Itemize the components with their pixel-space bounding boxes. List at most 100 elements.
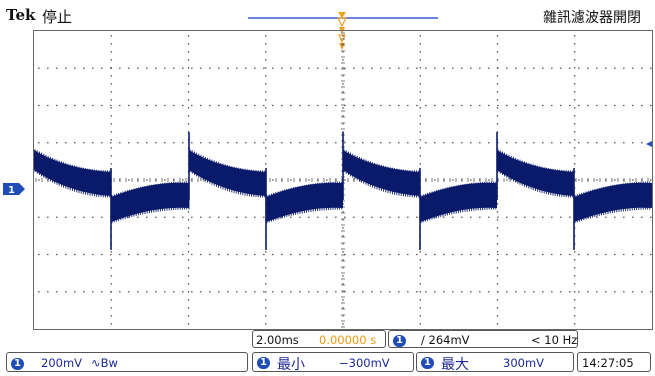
grid-dot — [515, 142, 517, 144]
channel1-scale-readout[interactable]: 1 200mV ∿Bw — [6, 352, 248, 372]
grid-dot — [128, 291, 130, 293]
grid-dot — [488, 67, 490, 69]
grid-dot — [574, 107, 576, 109]
grid-dot — [614, 253, 616, 256]
grid-dot — [265, 83, 267, 85]
grid-dot — [110, 131, 112, 133]
grid-dot — [371, 142, 373, 144]
grid-dot — [353, 104, 355, 107]
grid-dot — [632, 104, 634, 107]
grid-dot — [92, 291, 94, 293]
grid-dot — [362, 216, 364, 218]
grid-dot — [398, 142, 400, 144]
grid-dot — [38, 253, 40, 256]
grid-dot — [605, 253, 607, 256]
grid-dot — [342, 131, 344, 133]
grid-dot — [496, 115, 499, 117]
timebase-readout[interactable]: 2.00ms 0.00000 s — [252, 330, 386, 348]
grid-dot — [265, 259, 267, 261]
grid-dot — [614, 142, 616, 144]
grid-dot — [209, 104, 211, 107]
grid-dot — [461, 253, 463, 256]
grid-dot — [101, 253, 103, 256]
grid-dot — [569, 142, 571, 144]
grid-dot — [317, 67, 319, 69]
grid-dot — [101, 104, 103, 107]
grid-dot — [263, 67, 265, 69]
trigger-level-marker[interactable] — [646, 141, 652, 147]
grid-dot — [342, 115, 344, 117]
grid-dot — [419, 259, 421, 261]
grid-dot — [265, 51, 267, 53]
measurement-max[interactable]: 1 最大 300mV — [416, 352, 574, 373]
grid-dot — [614, 179, 616, 181]
grid-dot — [83, 67, 85, 69]
grid-dot — [524, 216, 526, 218]
grid-dot — [371, 104, 373, 107]
grid-dot — [272, 104, 274, 107]
grid-dot — [187, 259, 190, 261]
grid-dot — [380, 291, 382, 293]
grid-dot — [596, 216, 598, 218]
grid-dot — [461, 216, 463, 218]
grid-dot — [265, 147, 267, 149]
grid-dot — [290, 142, 292, 144]
grid-dot — [407, 67, 409, 69]
grid-dot — [290, 104, 292, 107]
grid-dot — [479, 253, 481, 256]
grid-dot — [569, 104, 571, 107]
grid-dot — [574, 283, 576, 285]
grid-dot — [488, 142, 490, 144]
grid-dot — [614, 216, 616, 218]
grid-dot — [506, 142, 508, 144]
grid-dot — [632, 216, 634, 218]
grid-dot — [236, 216, 238, 218]
grid-dot — [187, 299, 190, 301]
grid-dot — [461, 291, 463, 293]
grid-dot — [245, 142, 247, 144]
grid-dot — [496, 227, 499, 229]
grid-dot — [533, 104, 535, 107]
measurement-min[interactable]: 1 最小 −300mV — [252, 352, 414, 373]
grid-dot — [342, 59, 344, 61]
channel1-scale: 200mV — [41, 356, 83, 370]
grid-dot — [187, 91, 190, 93]
grid-dot — [362, 253, 364, 256]
grid-dot — [110, 259, 112, 261]
grid-dot — [173, 253, 175, 256]
grid-dot — [470, 67, 472, 69]
grid-dot — [574, 83, 576, 85]
grid-dot — [265, 315, 267, 317]
grid-dot — [308, 179, 310, 181]
grid-dot — [110, 253, 112, 256]
trigger-position: 0.00000 s — [319, 333, 377, 347]
grid-dot — [56, 216, 58, 218]
measurement-min-label: 最小 — [277, 357, 305, 373]
trigger-readout[interactable]: 1 / 264mV < 10 Hz — [388, 330, 578, 348]
grid-dot — [47, 104, 49, 107]
channel1-ground-marker[interactable]: 1 — [3, 183, 25, 196]
grid-dot — [218, 104, 220, 107]
grid-dot — [187, 291, 190, 293]
grid-dot — [110, 51, 112, 53]
grid-dot — [578, 291, 580, 293]
grid-dot — [164, 291, 166, 293]
grid-dot — [362, 67, 364, 69]
grid-dot — [425, 67, 427, 69]
grid-dot — [425, 291, 427, 293]
grid-dot — [641, 253, 643, 256]
grid-dot — [605, 216, 607, 218]
graticule-grid — [35, 32, 652, 328]
grid-dot — [265, 275, 267, 277]
grid-dot — [496, 131, 499, 133]
grid-dot — [398, 253, 400, 256]
grid-dot — [533, 142, 535, 144]
grid-dot — [419, 43, 421, 45]
grid-dot — [342, 123, 344, 125]
grid-dot — [524, 142, 526, 144]
grid-dot — [110, 75, 112, 77]
grid-dot — [574, 307, 576, 309]
grid-dot — [407, 216, 409, 218]
grid-dot — [281, 291, 283, 293]
grid-dot — [236, 67, 238, 69]
